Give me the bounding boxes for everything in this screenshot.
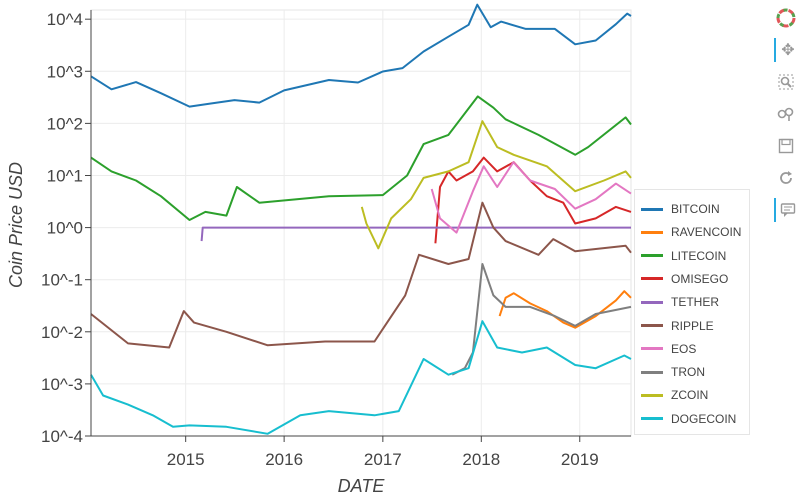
y-tick-label: 10^2 [47, 114, 83, 133]
legend-label: TRON [671, 365, 705, 380]
legend-item-bitcoin[interactable]: BITCOIN [641, 200, 720, 218]
legend-label: LITECOIN [671, 248, 727, 263]
legend-item-tether[interactable]: TETHER [641, 293, 719, 311]
legend-item-tron[interactable]: TRON [641, 363, 705, 381]
y-tick-label: 10^3 [47, 62, 83, 81]
y-axis-title: Coin Price USD [6, 162, 26, 288]
x-tick-label: 2017 [364, 450, 402, 469]
series-line-tether[interactable] [200, 226, 631, 242]
legend-swatch [641, 417, 663, 421]
wheel-zoom-icon[interactable] [774, 102, 798, 126]
x-tick-label: 2015 [167, 450, 205, 469]
reset-icon[interactable] [774, 166, 798, 190]
series-line-ravencoin[interactable] [498, 290, 632, 329]
series-line-bitcoin[interactable] [90, 3, 632, 108]
series-line-tron[interactable] [451, 263, 632, 376]
axes: 10^-4 10^-3 10^-2 10^-1 10^0 10^1 10^2 10^3 10^4… [41, 10, 631, 469]
y-tick-label: 10^-4 [41, 427, 83, 446]
legend-swatch [641, 324, 663, 327]
box-zoom-icon[interactable] [774, 70, 798, 94]
legend-swatch [641, 347, 663, 351]
legend-item-eos[interactable]: EOS [641, 340, 696, 358]
legend-label: OMISEGO [671, 271, 729, 286]
legend-item-ripple[interactable]: RIPPLE [641, 317, 714, 335]
y-tick-label: 10^-3 [41, 375, 83, 394]
hover-icon[interactable] [774, 198, 800, 222]
legend-label: BITCOIN [671, 202, 720, 216]
legend-swatch [641, 277, 663, 281]
legend-swatch [641, 370, 663, 374]
series-line-zcoin[interactable] [360, 120, 632, 250]
legend-item-litecoin[interactable]: LITECOIN [641, 247, 726, 265]
series-layer [90, 3, 632, 435]
legend-swatch [641, 300, 663, 304]
legend-item-zcoin[interactable]: ZCOIN [641, 386, 708, 404]
save-icon[interactable] [774, 134, 798, 158]
y-tick-label: 10^1 [47, 166, 83, 185]
legend-label: TETHER [671, 295, 719, 310]
y-tick-label: 10^0 [47, 219, 83, 238]
legend-item-ravencoin[interactable]: RAVENCOIN [641, 223, 741, 241]
series-line-litecoin[interactable] [90, 95, 632, 221]
x-tick-label: 2016 [265, 450, 303, 469]
bokeh-logo-icon[interactable] [774, 6, 798, 30]
y-tick-label: 10^-2 [41, 323, 83, 342]
y-tick-label: 10^4 [47, 10, 83, 29]
y-tick-label: 10^-1 [41, 271, 83, 290]
series-line-dogecoin[interactable] [90, 320, 632, 435]
x-tick-label: 2018 [462, 450, 500, 469]
legend-swatch [641, 230, 663, 234]
series-line-eos[interactable] [430, 161, 632, 234]
legend-item-dogecoin[interactable]: DOGECOIN [641, 410, 736, 428]
x-tick-label: 2019 [561, 450, 599, 469]
legend-label: EOS [671, 341, 697, 356]
legend-swatch [641, 393, 663, 397]
legend: BITCOIN RAVENCOIN LITECOIN OMISEGO TETHER RIP… [634, 189, 750, 435]
legend-label: RIPPLE [671, 318, 714, 333]
plot-area[interactable] [90, 9, 632, 437]
pan-icon[interactable]: ✥ [774, 38, 800, 62]
legend-swatch [641, 254, 663, 258]
x-axis-title: DATE [338, 476, 386, 496]
legend-label: RAVENCOIN [671, 225, 742, 240]
legend-label: DOGECOIN [671, 411, 737, 426]
legend-swatch [641, 207, 663, 211]
series-line-ripple[interactable] [90, 201, 632, 349]
legend-label: ZCOIN [671, 388, 709, 403]
toolbar: ✥ [768, 0, 800, 230]
legend-item-omisego[interactable]: OMISEGO [641, 270, 728, 288]
